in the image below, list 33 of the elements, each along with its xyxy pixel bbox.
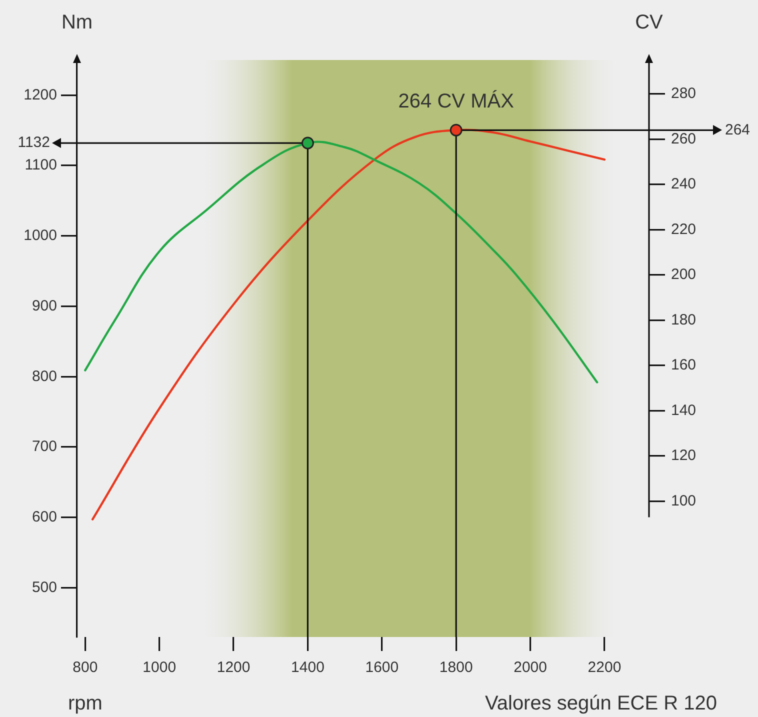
y2-axis-title: CV (635, 12, 664, 34)
y-tick-label: 600 (32, 508, 57, 526)
y-tick-label: 1100 (24, 156, 57, 174)
text: Valores según ECE R 120 (485, 692, 717, 715)
x-tick-label: 1200 (216, 659, 250, 676)
x-axis-title: rpm (68, 692, 102, 715)
annotation: 264 CV MÁX (398, 90, 514, 113)
y2-tick-label: 120 (671, 447, 696, 464)
y2-tick-label: 160 (671, 356, 696, 374)
ref-line-label: 264 (725, 121, 750, 138)
ref-line-label: 1132 (18, 134, 50, 152)
x-tick-label: 1800 (439, 659, 473, 676)
y2-tick-label: 260 (671, 130, 696, 148)
y2-tick-label: 140 (671, 402, 696, 419)
y2-tick-label: 280 (671, 85, 696, 102)
y2-tick-label: 240 (671, 176, 696, 193)
x-tick-label: 1000 (142, 659, 176, 676)
x-tick-label: 2200 (588, 659, 622, 676)
y2-tick-label: 220 (671, 220, 696, 238)
x-tick-label: 2000 (514, 659, 547, 676)
y-tick-label: 500 (32, 578, 57, 596)
y-tick-label: 1200 (24, 86, 57, 104)
y2-tick-label: 200 (671, 266, 696, 284)
x-tick-label: 1600 (365, 659, 399, 676)
x-tick-label: 800 (72, 659, 98, 676)
y-tick-label: 800 (32, 368, 57, 385)
y-axis-title: Nm (61, 12, 93, 34)
y-tick-label: 1000 (24, 227, 57, 244)
x-tick-label: 1400 (291, 659, 324, 676)
y-tick-label: 700 (32, 438, 57, 456)
y2-tick-label: 180 (671, 311, 696, 328)
y-tick-label: 900 (32, 297, 57, 314)
y2-tick-label: 100 (671, 492, 696, 510)
